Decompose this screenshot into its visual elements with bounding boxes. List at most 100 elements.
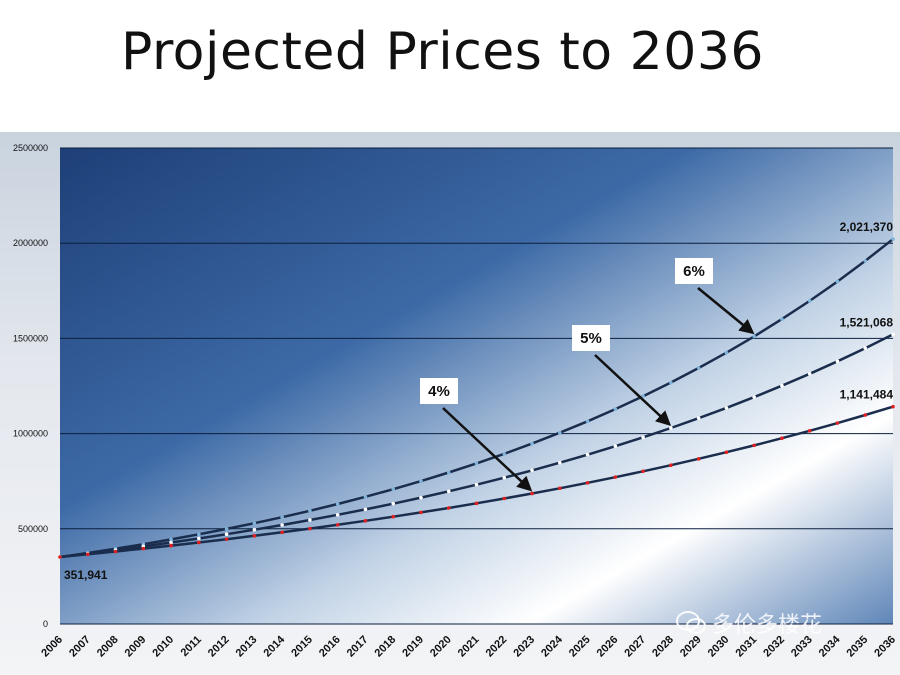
x-tick-label: 2006 [39,634,65,660]
data-point [169,537,173,542]
data-point [502,496,507,501]
annotation-box [572,325,610,351]
data-point [308,518,312,522]
data-point [280,530,284,535]
data-point [641,469,645,474]
data-point [363,507,368,512]
x-tick-label: 2008 [95,634,121,660]
data-point [669,380,673,385]
x-tick-label: 2014 [261,633,287,659]
data-point [780,436,784,441]
data-point [780,383,784,388]
data-point [113,549,118,554]
data-point [835,359,840,364]
data-point [585,419,590,424]
y-tick-label: 1500000 [13,333,48,343]
y-tick-label: 1000000 [13,429,48,439]
end-value-label: 1,521,068 [840,315,894,329]
x-tick-label: 2009 [123,634,149,660]
data-point [224,532,229,537]
data-point [891,332,895,337]
data-point [474,501,479,506]
data-point [280,523,284,527]
x-tick-label: 2028 [650,634,676,660]
data-point [558,460,562,465]
x-tick-label: 2025 [567,634,593,660]
data-point [835,421,840,425]
data-point [308,508,312,513]
y-tick-label: 2500000 [13,143,48,153]
data-point [669,426,673,430]
x-tick-label: 2013 [234,634,260,660]
x-tick-label: 2022 [484,634,510,660]
x-tick-label: 2012 [206,634,232,660]
data-point [252,534,257,538]
end-value-label: 2,021,370 [840,220,894,234]
gridlines [60,147,893,625]
annotation-label: 4% [428,383,450,400]
annotation-arrow [594,354,672,427]
data-point [252,527,257,532]
data-point [446,470,451,475]
data-point [335,523,340,527]
start-value-label: 351,941 [64,568,108,582]
x-tick-label: 2016 [317,634,343,660]
data-point [252,521,257,526]
data-point [308,526,312,531]
x-tick-label: 2035 [845,634,871,660]
x-tick-label: 2010 [150,634,176,660]
x-tick-label: 2017 [345,634,371,660]
x-tick-label: 2036 [872,634,898,660]
data-point [863,413,868,417]
data-point [696,366,701,370]
data-point [752,395,756,399]
data-point [558,430,562,435]
value-labels: 351,941 2,021,370 1,521,068 1,141,484 [64,220,893,582]
data-point [474,482,479,487]
data-point [585,452,590,457]
x-tick-label: 2019 [400,634,426,660]
data-point [446,506,451,510]
data-point [141,546,146,551]
series-group [58,237,895,559]
data-point [613,475,618,479]
x-tick-label: 2027 [622,634,648,660]
rate-annotations: 6% 5% 4% [420,258,755,492]
data-point [724,350,729,355]
page-title: Projected Prices to 2036 [121,22,764,82]
annotation-box [675,258,713,284]
data-point [363,494,368,499]
x-tick-label: 2024 [539,633,565,659]
data-point [391,514,396,519]
data-point [696,457,701,461]
data-point [891,404,895,409]
data-point [224,527,229,531]
wechat-icon [676,611,706,634]
plot-area [60,148,893,624]
data-point [224,537,229,542]
data-point [446,489,451,494]
data-point [280,515,284,519]
x-tick-label: 2011 [179,634,204,659]
data-point [197,540,201,545]
x-tick-label: 2015 [289,634,315,660]
data-point [335,502,340,506]
data-point [863,346,868,350]
data-point [696,416,701,420]
data-point [669,463,673,467]
data-point [807,299,812,303]
data-point [58,555,62,559]
annotation-arrow [697,287,755,335]
data-point [169,540,173,545]
data-point [807,428,812,433]
data-point [835,279,840,284]
data-point [502,451,507,456]
data-point [585,481,590,485]
data-point [391,501,396,506]
data-point [807,372,812,376]
x-tick-label: 2018 [373,634,399,660]
data-point [169,543,173,548]
x-tick-label: 2026 [595,634,621,660]
watermark-text: 多伦多楼花 [712,613,823,638]
